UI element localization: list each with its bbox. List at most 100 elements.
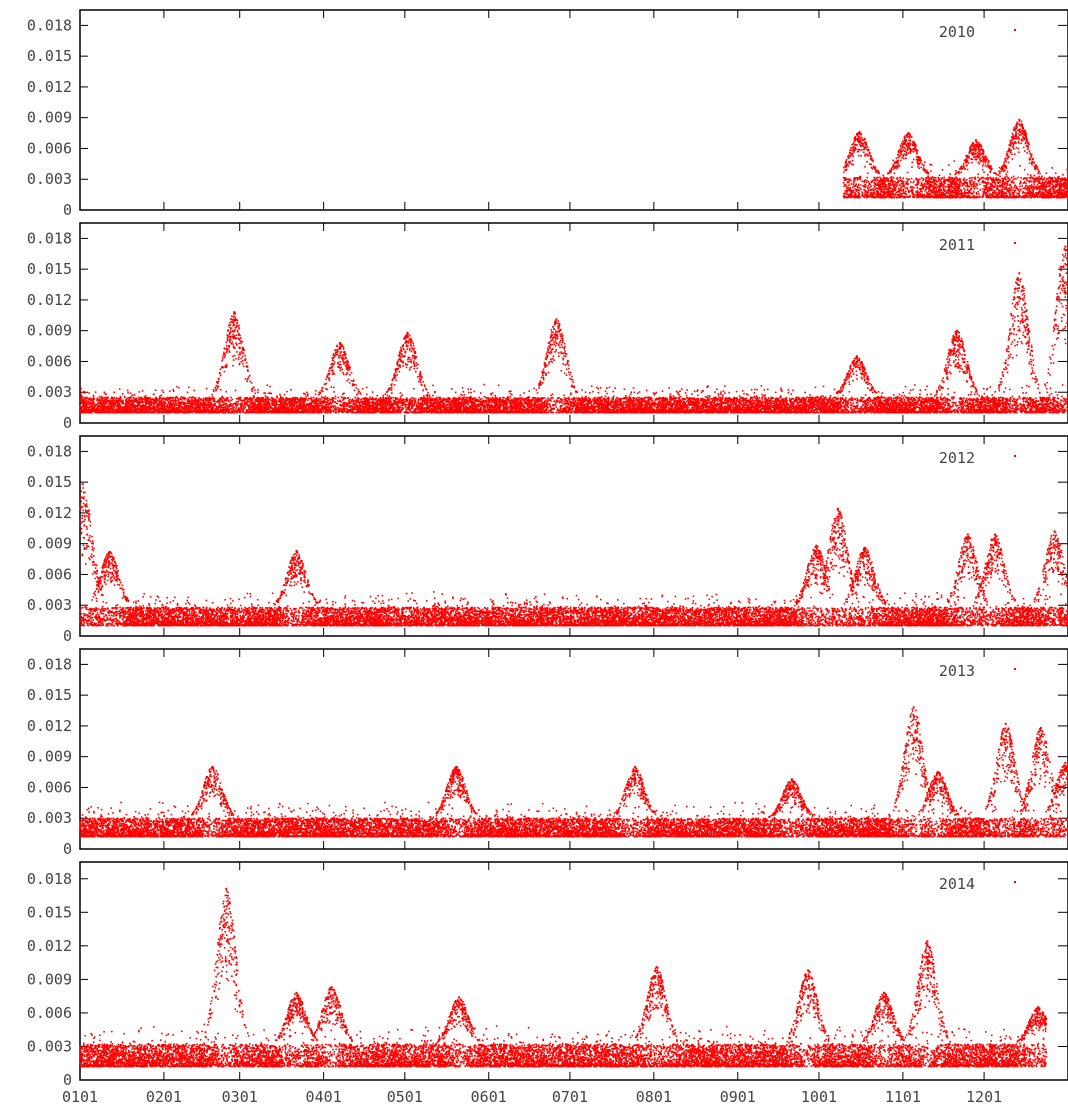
data-point [971,186,973,188]
data-point [971,180,973,182]
data-point [988,179,990,181]
data-point [929,164,931,166]
data-point [1012,133,1014,135]
data-point [893,177,895,179]
data-point [1032,190,1034,192]
data-point [864,189,866,191]
data-point [923,178,925,180]
data-point [1002,193,1004,195]
data-point [946,192,948,194]
data-point [911,186,913,188]
data-point [864,166,866,168]
data-point [873,177,875,179]
data-point [900,160,902,162]
data-point [923,165,925,167]
data-point [1054,177,1056,179]
data-point [1016,147,1018,149]
data-point [939,175,941,177]
data-point [965,186,967,188]
data-point [1024,192,1026,194]
data-point [986,190,988,192]
data-point [1064,190,1066,192]
data-point [1023,147,1025,149]
data-point [959,184,961,186]
legend-label: 2010 [939,23,975,41]
data-point [1013,136,1015,138]
data-point [978,142,980,144]
data-point [987,161,989,163]
data-point [898,156,900,158]
data-point [878,173,880,175]
data-point [1014,187,1016,189]
data-point [908,152,910,154]
data-point [963,184,965,186]
data-point [1029,195,1031,197]
data-point [931,186,933,188]
data-point [1016,122,1018,124]
data-point [905,151,907,153]
data-point [905,191,907,193]
data-point [899,177,901,179]
data-point [971,193,973,195]
data-point [847,163,849,165]
data-point [1007,171,1009,173]
data-point [866,177,868,179]
data-point [1025,193,1027,195]
data-point [859,176,861,178]
series-2010 [843,119,1068,199]
data-point [917,187,919,189]
data-point [867,190,869,192]
data-point [986,177,988,179]
data-point [873,185,875,187]
data-point [972,177,974,179]
data-point [1062,174,1064,176]
data-point [862,181,864,183]
data-point [992,191,994,193]
data-point [1049,185,1051,187]
data-point [1026,180,1028,182]
data-point [897,163,899,165]
data-point [906,178,908,180]
data-point [868,185,870,187]
data-point [870,185,872,187]
data-point [976,193,978,195]
data-point [909,137,911,139]
data-point [910,181,912,183]
data-point [1000,186,1002,188]
legend-marker [1014,29,1016,31]
data-point [920,193,922,195]
data-point [938,177,940,179]
data-point [857,149,859,151]
data-point [1015,132,1017,134]
data-point [1034,168,1036,170]
data-point [919,168,921,170]
data-point [987,164,989,166]
data-point [860,138,862,140]
data-point [903,158,905,160]
data-point [861,149,863,151]
data-point [993,177,995,179]
data-point [901,157,903,159]
data-point [1012,158,1014,160]
data-point [881,191,883,193]
y-tick-label: 0.012 [27,78,72,96]
data-point [958,173,960,175]
data-point [927,175,929,177]
data-point [892,188,894,190]
data-point [961,185,963,187]
data-point [1017,177,1019,179]
data-point [963,165,965,167]
data-point [968,152,970,154]
data-point [910,143,912,145]
data-point [924,169,926,171]
data-point [996,192,998,194]
data-point [847,182,849,184]
y-tick-label: 0 [63,201,72,219]
data-point [921,182,923,184]
data-point [1003,163,1005,165]
y-tick-label: 0.018 [27,16,72,34]
data-point [893,196,895,198]
data-point [907,149,909,151]
data-point [1000,171,1002,173]
